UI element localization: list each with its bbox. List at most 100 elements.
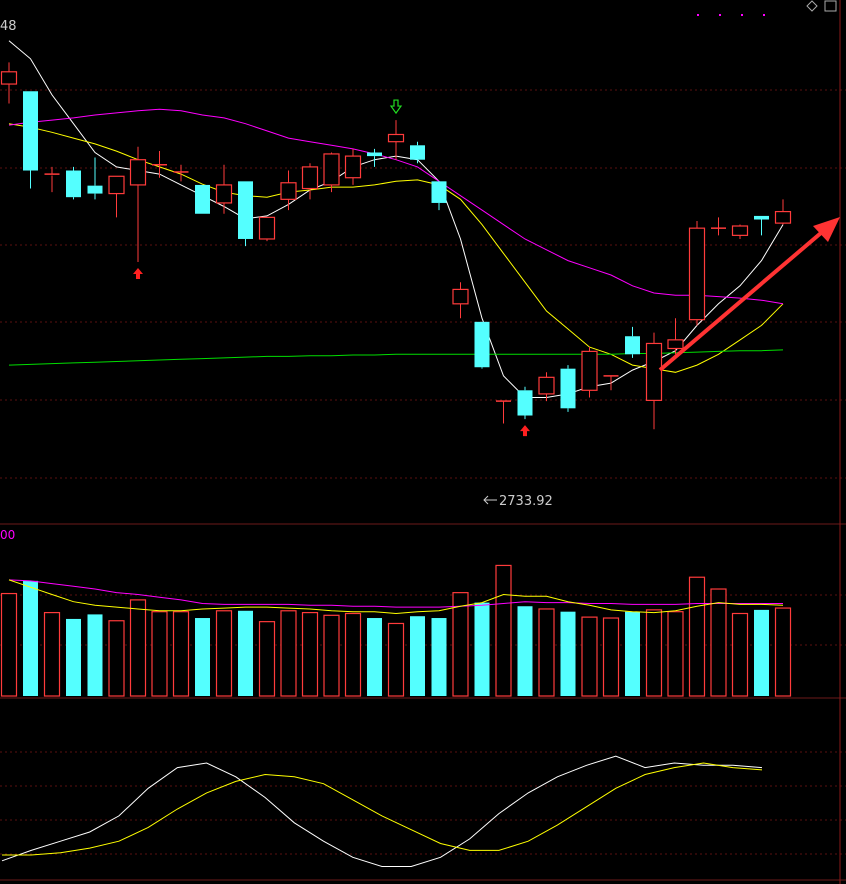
volume-label: 00 xyxy=(0,528,15,542)
candle xyxy=(774,199,792,225)
volume-bar xyxy=(710,588,727,697)
low-label: 2733.92 xyxy=(499,494,553,509)
low-annotation: 2733.92 xyxy=(483,494,553,509)
candle xyxy=(538,372,555,402)
candle-body xyxy=(0,71,18,85)
oscillator-line-2 xyxy=(2,762,763,856)
ma-line-2 xyxy=(8,123,784,373)
low-arrow-icon xyxy=(483,495,489,505)
volume-bar xyxy=(538,608,555,697)
volume-bar xyxy=(431,618,447,696)
candle xyxy=(711,217,726,236)
candle-body xyxy=(367,152,382,157)
candle xyxy=(344,148,362,185)
candle-body xyxy=(688,227,706,321)
candle xyxy=(688,220,706,326)
candle xyxy=(258,216,276,242)
candle xyxy=(173,164,189,182)
ma-line-1 xyxy=(8,40,784,398)
candle xyxy=(645,332,663,430)
oscillator-panel xyxy=(1,755,763,867)
volume-bar xyxy=(452,592,469,697)
volume-bar xyxy=(238,610,253,696)
candle-body xyxy=(774,210,792,224)
volume-panel xyxy=(0,564,792,697)
volume-bar xyxy=(195,618,210,696)
top-left-label: 48 xyxy=(0,19,17,34)
candle xyxy=(152,151,167,178)
candle-body xyxy=(645,342,663,401)
candle-body xyxy=(87,185,103,194)
candle-body xyxy=(238,181,253,239)
volume-bar xyxy=(280,610,297,697)
volume-bar xyxy=(602,617,620,697)
candle xyxy=(754,215,769,236)
candle xyxy=(238,181,253,247)
volume-bar xyxy=(23,580,38,696)
volume-bar xyxy=(172,611,190,697)
magenta-dots xyxy=(697,14,765,16)
indicator-dot xyxy=(741,14,743,16)
candle xyxy=(66,166,81,200)
candle-body xyxy=(108,175,125,195)
window-icon[interactable] xyxy=(824,0,837,12)
candle-body xyxy=(323,153,340,186)
volume-bar xyxy=(367,618,382,696)
candle xyxy=(23,91,38,189)
volume-bar xyxy=(667,611,684,697)
candle xyxy=(215,164,233,214)
volume-bar xyxy=(645,609,663,697)
volume-bar xyxy=(258,621,276,697)
candle xyxy=(603,375,619,391)
candle-body xyxy=(474,321,490,368)
candle-body xyxy=(625,336,640,355)
volume-bar xyxy=(495,564,512,697)
volume-bar xyxy=(301,611,319,697)
candle xyxy=(87,157,103,200)
window-controls xyxy=(806,0,837,12)
candle-body xyxy=(195,184,210,214)
candle xyxy=(367,148,382,167)
candle-body xyxy=(23,91,38,171)
volume-bar xyxy=(731,612,749,697)
candle xyxy=(129,146,147,263)
candle xyxy=(0,62,18,104)
candle xyxy=(410,141,425,164)
candle-body xyxy=(410,145,425,160)
volume-bar xyxy=(774,607,792,697)
volume-bar xyxy=(215,610,233,697)
candle-body xyxy=(344,155,362,179)
price-panel xyxy=(0,40,792,437)
candle xyxy=(625,326,640,358)
volume-bar xyxy=(754,609,769,696)
volume-bar xyxy=(43,611,61,697)
indicator-dot xyxy=(697,14,699,16)
candle-body xyxy=(431,181,447,203)
volume-bar xyxy=(517,606,533,696)
trend-arrow-line xyxy=(658,225,830,372)
candle-body xyxy=(258,216,276,240)
volume-bar xyxy=(560,611,576,696)
candle-body xyxy=(215,184,233,204)
candle-body xyxy=(66,170,81,198)
candle-body xyxy=(129,159,147,186)
candle xyxy=(323,152,340,193)
candle-body xyxy=(581,350,598,391)
candle xyxy=(474,321,490,369)
candle-body xyxy=(280,182,297,200)
oscillator-line-1 xyxy=(1,755,763,867)
volume-bar xyxy=(387,622,405,697)
volume-bar xyxy=(129,599,147,697)
candle xyxy=(581,347,598,398)
candle xyxy=(667,318,684,355)
candle xyxy=(301,163,319,200)
candle-body xyxy=(754,215,769,220)
buy-arrow-icon xyxy=(133,268,143,280)
candle xyxy=(431,181,447,211)
volume-bar xyxy=(108,620,125,697)
volume-bar xyxy=(0,592,18,697)
diamond-icon[interactable] xyxy=(806,0,818,12)
candle-body xyxy=(667,339,684,350)
volume-bar xyxy=(87,614,103,696)
